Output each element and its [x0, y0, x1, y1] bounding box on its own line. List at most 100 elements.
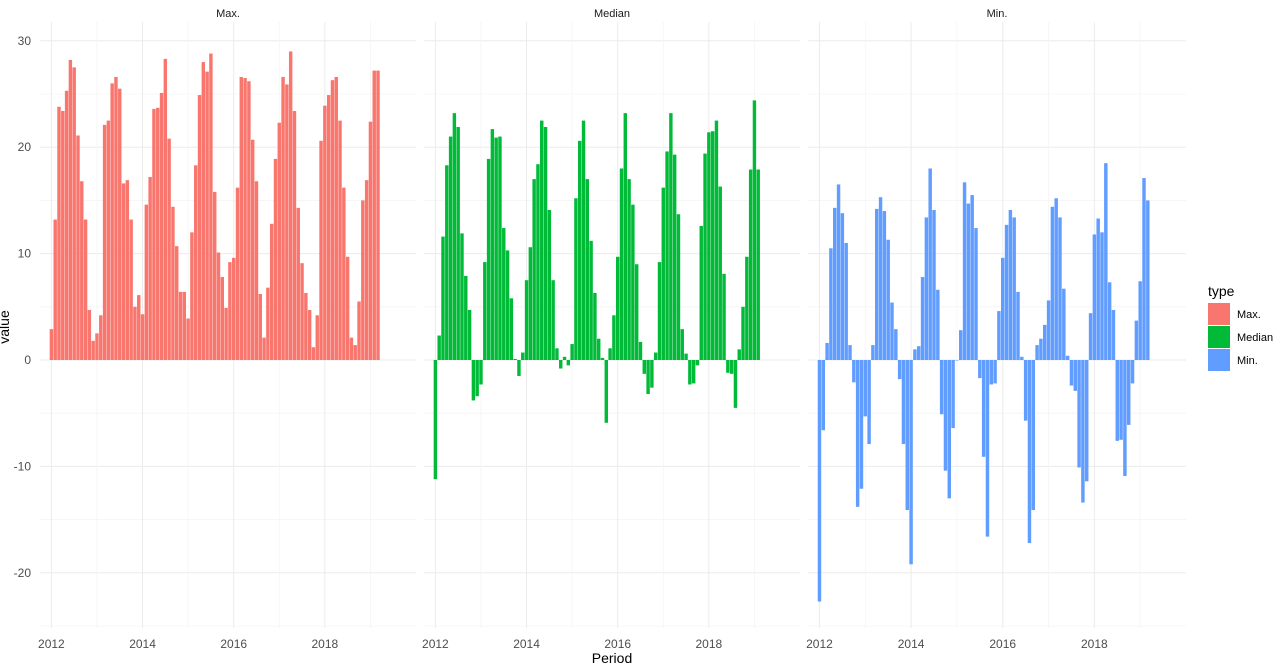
bar [1130, 360, 1135, 384]
bar [178, 291, 183, 360]
bar [475, 360, 479, 397]
bar [680, 329, 684, 360]
y-tick-label: 20 [18, 140, 32, 154]
bar [95, 333, 99, 360]
bar [959, 330, 963, 360]
bar [201, 62, 206, 360]
bar [258, 294, 262, 360]
bar [152, 108, 156, 361]
bar [129, 219, 133, 360]
bar [300, 263, 304, 360]
bar [1111, 309, 1116, 360]
bar [1027, 360, 1032, 544]
bar [691, 360, 696, 384]
bar [1081, 360, 1085, 503]
bar [445, 165, 449, 360]
bar [562, 356, 567, 360]
bar [1119, 360, 1123, 440]
bar [703, 153, 707, 360]
x-tick-label: 2018 [311, 637, 338, 651]
bar [190, 232, 194, 360]
bar [490, 129, 495, 360]
bar [597, 338, 601, 360]
bar [315, 315, 319, 360]
bar [433, 360, 438, 480]
bar [338, 120, 342, 360]
bar [536, 164, 540, 360]
bar [1043, 324, 1047, 360]
y-tick-label: -10 [14, 459, 32, 473]
bar [748, 169, 753, 360]
bar [156, 107, 160, 360]
bar [699, 225, 703, 360]
bar [357, 301, 361, 360]
bar [1100, 232, 1104, 360]
bar [585, 179, 590, 360]
bar [642, 360, 646, 374]
legend-label: Min. [1237, 355, 1258, 367]
bar [676, 214, 681, 360]
chart-panels: Max. 2012 2014 2016 2018 Median 2012 2014 2016 20… [38, 8, 1186, 651]
bar [955, 360, 959, 361]
bar [345, 256, 350, 360]
bar [323, 105, 327, 360]
bar [99, 315, 103, 360]
bar [83, 219, 88, 360]
bar [460, 233, 464, 360]
bar [186, 318, 190, 360]
bar [890, 302, 894, 360]
bar [121, 183, 126, 360]
bar [913, 349, 917, 360]
bar [974, 228, 978, 360]
x-tick-label: 2018 [1081, 637, 1108, 651]
bar [1065, 355, 1070, 360]
legend-label: Median [1237, 332, 1273, 344]
bar [1001, 257, 1005, 360]
x-tick-label: 2014 [513, 637, 540, 651]
bar [737, 349, 741, 360]
facet-label: Max. [216, 8, 240, 20]
bar [197, 95, 202, 360]
bar [224, 307, 228, 360]
y-axis-ticks: -20 -10 0 10 20 30 [14, 34, 32, 580]
bar [106, 120, 111, 360]
bar [262, 337, 266, 360]
bar [756, 169, 760, 360]
bar [281, 76, 285, 360]
bar [288, 51, 293, 360]
bar [182, 291, 187, 360]
bar [1123, 360, 1127, 476]
bar [844, 242, 848, 360]
bar [1142, 178, 1146, 360]
bar [612, 315, 616, 360]
bar [631, 204, 635, 360]
y-axis-title: value [0, 310, 12, 344]
bar [871, 345, 875, 360]
bar [296, 207, 300, 360]
bar [243, 78, 247, 360]
bar [909, 360, 913, 565]
bar [729, 360, 734, 374]
bar [1134, 320, 1139, 360]
bar [710, 131, 715, 360]
bar [137, 295, 141, 360]
bar [319, 140, 323, 360]
bar [578, 140, 582, 360]
bar [1115, 360, 1119, 441]
bar [688, 360, 692, 385]
legend-title: type [1208, 283, 1235, 299]
bar [140, 314, 145, 360]
bar [502, 228, 506, 360]
bar [540, 120, 544, 360]
x-tick-label: 2012 [806, 637, 833, 651]
bar [266, 287, 270, 360]
bar [821, 360, 825, 431]
bar [110, 83, 114, 361]
bar [1035, 345, 1039, 360]
bar [741, 306, 745, 360]
bar [745, 256, 749, 360]
bar [581, 120, 586, 360]
bar [1012, 217, 1016, 360]
bar [608, 348, 612, 360]
bar [981, 360, 986, 457]
